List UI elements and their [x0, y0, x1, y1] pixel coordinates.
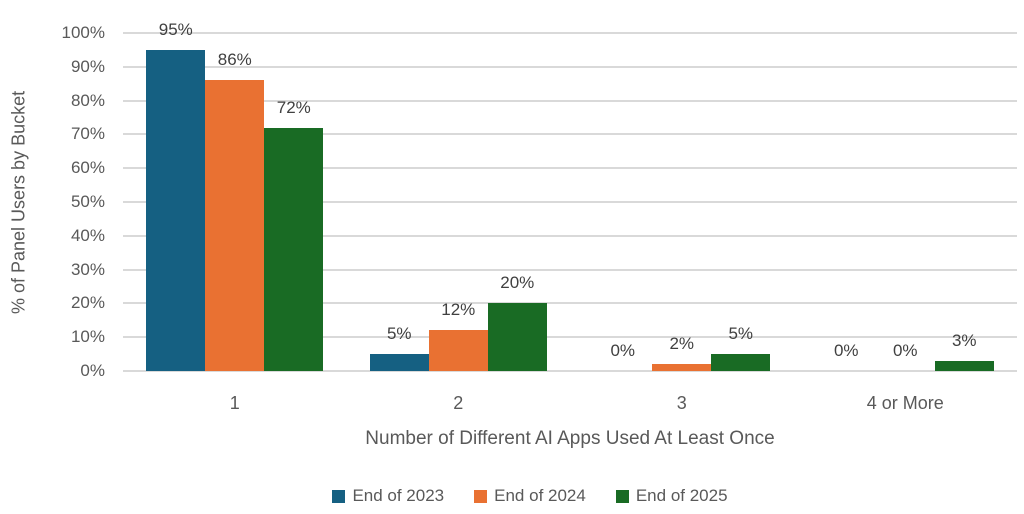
y-tick-label: 100% — [61, 23, 105, 42]
legend-swatch — [615, 489, 629, 503]
gridline — [123, 370, 1017, 372]
y-axis-tick-labels: 0% 10% 20% 30% 40% 50% 60% 70% 80% 90% 100% — [23, 23, 105, 380]
gridline — [123, 99, 1017, 102]
bar — [264, 127, 324, 371]
bar-value-label: 86% — [217, 50, 252, 70]
bar-value-label: 0% — [610, 341, 636, 360]
x-category-label: 3 — [676, 393, 687, 413]
x-category-label: 4 or More — [866, 393, 944, 413]
gridline — [123, 268, 1017, 271]
y-tick-label: 60% — [70, 158, 105, 178]
legend-swatch — [332, 489, 346, 503]
gridline — [123, 133, 1017, 136]
bar — [934, 360, 994, 371]
gridline — [123, 65, 1017, 68]
bar — [428, 330, 488, 371]
bar — [369, 354, 429, 371]
legend-item: End of 2023 — [332, 486, 444, 506]
bar-value-label: 5% — [386, 324, 412, 344]
x-category-label: 1 — [229, 393, 240, 413]
legend-label: End of 2025 — [635, 486, 728, 505]
x-category-label: 2 — [453, 393, 464, 413]
legend-item: End of 2024 — [474, 486, 586, 506]
gridline — [123, 167, 1017, 170]
bar — [205, 80, 265, 371]
bar — [652, 364, 712, 371]
bar — [487, 303, 547, 371]
legend-swatch — [474, 489, 488, 503]
y-tick-label: 10% — [70, 327, 105, 347]
bar-value-label: 12% — [441, 300, 476, 320]
bar-value-label: 0% — [892, 341, 918, 360]
y-tick-label: 40% — [70, 225, 105, 245]
y-tick-label: 80% — [70, 90, 105, 110]
gridline — [123, 32, 1017, 34]
legend-item: End of 2025 — [615, 486, 728, 506]
gridline — [123, 201, 1017, 203]
legend: End of 2023 End of 2024 End of 2025 — [18, 486, 1024, 506]
x-axis-title: Number of Different AI Apps Used At Leas… — [365, 428, 775, 449]
legend-label: End of 2023 — [352, 486, 445, 505]
bar — [711, 354, 771, 371]
bar — [146, 49, 206, 371]
bar-value-label: 3% — [951, 330, 977, 350]
plot-area: 95% 86% 72% 5% 12% 20% 0% 2% 5% 0% 0% 3% — [123, 20, 1017, 372]
y-tick-label: 0% — [80, 361, 105, 380]
bar-value-label: 5% — [728, 324, 754, 344]
gridline — [123, 336, 1017, 339]
x-axis-category-labels: 1 2 3 4 or More — [123, 391, 1017, 415]
bar-value-label: 2% — [669, 334, 695, 354]
bar-value-label: 72% — [276, 97, 311, 117]
bar-value-label: 0% — [833, 341, 859, 360]
y-tick-label: 20% — [70, 293, 105, 313]
y-tick-label: 90% — [70, 56, 105, 76]
bar-value-label: 95% — [158, 19, 193, 39]
y-tick-label: 30% — [70, 259, 105, 279]
y-tick-label: 70% — [70, 124, 105, 144]
gridline — [123, 302, 1017, 305]
bar-value-label: 20% — [500, 273, 535, 293]
legend-label: End of 2024 — [494, 486, 586, 505]
y-tick-label: 50% — [70, 192, 105, 211]
gridline — [123, 234, 1017, 237]
